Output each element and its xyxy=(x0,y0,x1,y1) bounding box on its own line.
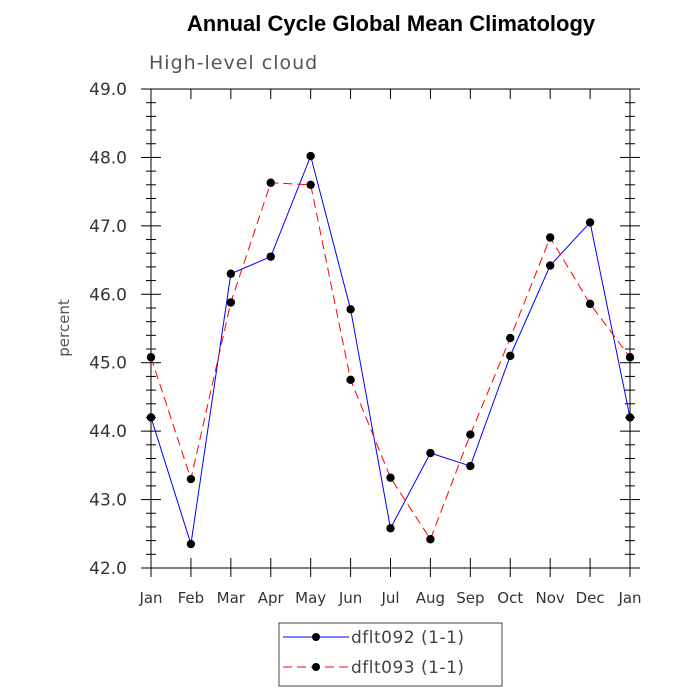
x-tick-label: Sep xyxy=(456,589,484,607)
data-point-0 xyxy=(545,261,555,270)
data-point-1 xyxy=(466,430,475,439)
y-tick-label: 44.0 xyxy=(89,422,127,442)
y-tick-label: 46.0 xyxy=(89,285,127,305)
data-point-1 xyxy=(506,333,515,343)
data-point-1 xyxy=(146,353,156,362)
data-point-1 xyxy=(386,473,395,482)
x-tick-label: Jul xyxy=(380,589,399,607)
y-tick-label: 49.0 xyxy=(89,80,127,100)
x-tick-label: Jun xyxy=(338,589,362,607)
series-line-0 xyxy=(150,154,631,545)
data-point-0 xyxy=(226,269,236,278)
data-point-0 xyxy=(306,151,315,161)
data-point-1 xyxy=(545,233,555,242)
data-point-0 xyxy=(466,461,475,471)
x-tick-label: Aug xyxy=(416,589,445,607)
data-point-0 xyxy=(625,413,635,422)
data-point-0 xyxy=(585,218,595,227)
chart-title: Annual Cycle Global Mean Climatology xyxy=(187,11,596,36)
y-tick-label: 45.0 xyxy=(89,354,127,374)
legend-label-1: dflt093 (1-1) xyxy=(351,658,465,678)
data-point-0 xyxy=(146,413,156,422)
data-point-1 xyxy=(266,178,275,187)
x-tick-label: Apr xyxy=(258,589,285,607)
x-tick-label: Jan xyxy=(617,589,641,607)
data-point-1 xyxy=(186,474,196,484)
x-tick-label: Nov xyxy=(536,589,565,607)
data-point-0 xyxy=(186,539,196,549)
x-tick-label: Oct xyxy=(497,589,523,607)
series-layer xyxy=(146,151,635,549)
y-tick-labels: 42.0 43.0 44.0 45.0 46.0 47.0 48.0 49.0 xyxy=(89,80,127,579)
legend-marker-0 xyxy=(312,633,320,641)
data-point-1 xyxy=(585,299,595,309)
y-tick-label: 42.0 xyxy=(89,559,127,579)
legend-marker-1 xyxy=(312,663,320,671)
y-tick-label: 48.0 xyxy=(89,148,127,168)
x-tick-label: Jan xyxy=(138,589,162,607)
data-point-0 xyxy=(266,252,275,261)
data-point-0 xyxy=(426,448,435,458)
y-tick-label: 43.0 xyxy=(89,491,127,511)
data-point-0 xyxy=(506,351,515,361)
x-tick-label: Dec xyxy=(576,589,605,607)
x-tick-label: May xyxy=(295,589,326,607)
x-tick-labels: Jan Feb Mar Apr May Jun Jul Aug Sep Oct Nov Dec Jan xyxy=(138,589,641,607)
legend: dflt092 (1-1) dflt093 (1-1) xyxy=(278,622,503,687)
data-point-1 xyxy=(426,535,435,544)
y-tick-label: 47.0 xyxy=(89,217,127,237)
chart-subtitle: High-level cloud xyxy=(149,52,318,74)
data-point-1 xyxy=(306,180,315,189)
data-point-1 xyxy=(226,298,236,307)
x-tick-label: Feb xyxy=(178,589,205,607)
y-axis-label: percent xyxy=(55,299,73,357)
axis-ticks xyxy=(141,88,640,577)
data-point-1 xyxy=(346,375,355,385)
legend-label-0: dflt092 (1-1) xyxy=(351,628,465,648)
data-point-1 xyxy=(625,353,635,362)
data-point-0 xyxy=(346,305,355,314)
data-point-0 xyxy=(386,524,395,533)
series-line-1 xyxy=(150,182,631,541)
x-tick-label: Mar xyxy=(217,589,246,607)
